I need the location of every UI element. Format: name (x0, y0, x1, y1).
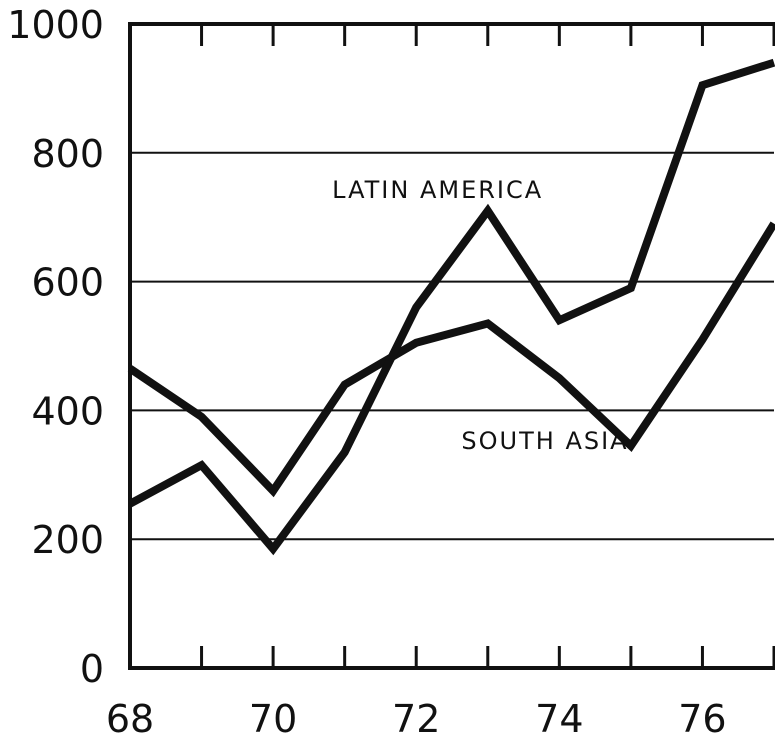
annotation-latin-america: LATIN AMERICA (332, 176, 543, 204)
y-tick-label-800: 800 (31, 132, 104, 176)
x-tick-label-72: 72 (392, 697, 440, 741)
y-axis-ticks: 0 200 400 600 800 1000 (7, 3, 104, 691)
x-tick-label-70: 70 (249, 697, 297, 741)
y-tick-label-600: 600 (31, 261, 104, 305)
plot-frame (128, 22, 775, 670)
x-tick-label-74: 74 (535, 697, 583, 741)
y-tick-label-1000: 1000 (7, 3, 104, 47)
y-tick-label-400: 400 (31, 389, 104, 433)
x-tick-label-68: 68 (106, 697, 154, 741)
grid-lines (130, 151, 774, 541)
series-line-latin-america (127, 221, 775, 498)
y-tick-label-0: 0 (80, 647, 104, 691)
series-lines (127, 58, 775, 556)
y-tick-label-200: 200 (31, 518, 104, 562)
series-annotations: LATIN AMERICA SOUTH ASIA (332, 176, 628, 455)
x-axis-ticks: 68 70 72 74 76 (106, 24, 775, 741)
x-tick-label-76: 76 (678, 697, 726, 741)
series-line-south-asia (128, 58, 775, 556)
annotation-south-asia: SOUTH ASIA (461, 427, 628, 455)
